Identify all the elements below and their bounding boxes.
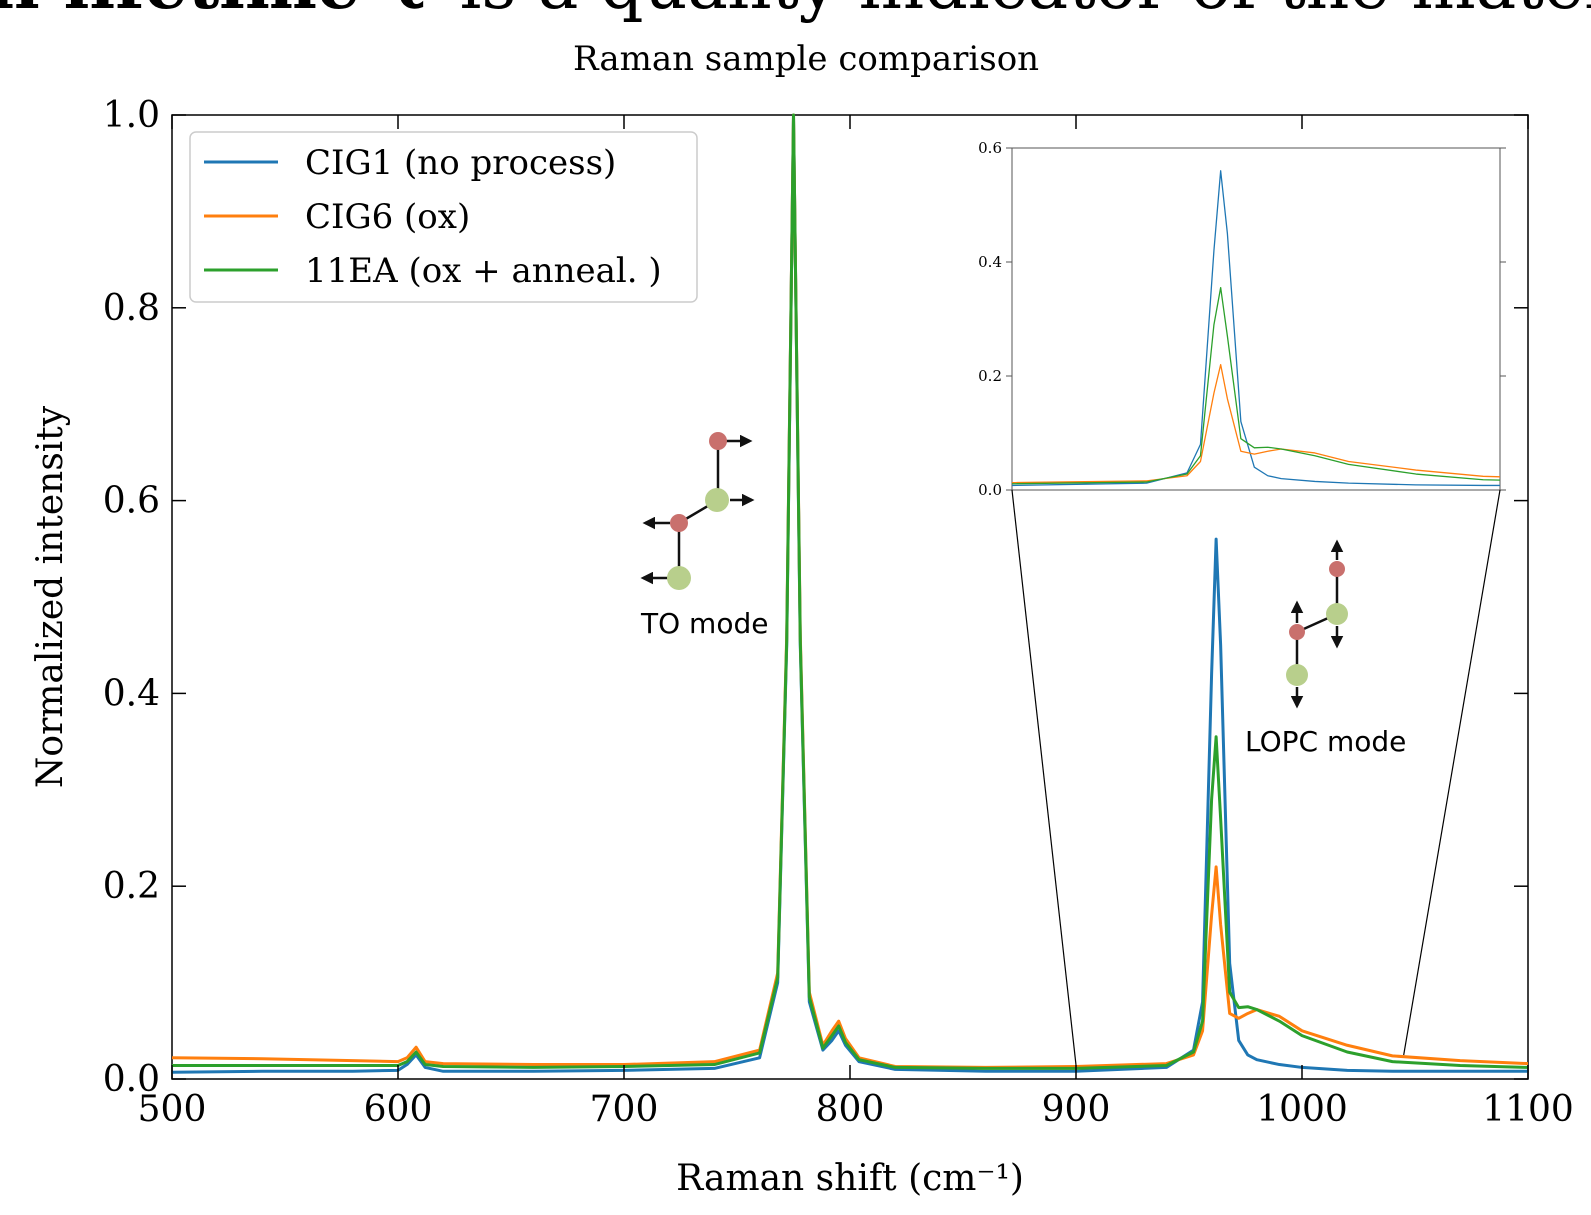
series-line — [1012, 170, 1500, 487]
y-tick-label: 0.8 — [103, 288, 160, 329]
inset-y-tick-label: 0.4 — [978, 253, 1002, 271]
inset-frame — [1011, 147, 1501, 491]
x-tick-label: 1100 — [1482, 1089, 1574, 1130]
x-axis-label: Raman shift (cm⁻¹) — [676, 1158, 1024, 1199]
inset-lines — [1012, 170, 1500, 487]
x-tick-label: 700 — [590, 1089, 659, 1130]
annotation: LOPC mode — [1245, 725, 1406, 758]
x-tick-label: 500 — [138, 1089, 207, 1130]
series-line — [172, 113, 1528, 1074]
inset-y-tick-label: 0.0 — [978, 481, 1002, 499]
heading: al lifetime τis a quality indicator of t… — [0, 0, 1591, 25]
x-tick-label: 900 — [1042, 1089, 1111, 1130]
inset-y-tick-label: 0.6 — [978, 139, 1002, 157]
to-mode-icon — [640, 432, 755, 590]
legend-label: CIG6 (ox) — [305, 197, 470, 237]
main-lines — [172, 113, 1528, 1074]
legend-box — [189, 131, 698, 303]
series-line — [172, 113, 1528, 1070]
y-tick-label: 0.0 — [103, 1059, 160, 1100]
y-axis-label: Normalized intensity — [30, 405, 71, 788]
inset-connector — [1403, 489, 1501, 1056]
x-tick-label: 800 — [816, 1089, 885, 1130]
series-line — [1012, 363, 1500, 484]
legend-label: 11EA (ox + anneal. ) — [305, 251, 662, 291]
series-line — [1012, 287, 1500, 485]
y-tick-label: 0.2 — [103, 866, 160, 907]
lopc-mode-icon — [1286, 539, 1348, 709]
chart-title: Raman sample comparison — [573, 39, 1039, 79]
legend-label: CIG1 (no process) — [305, 143, 616, 183]
y-tick-label: 1.0 — [103, 95, 160, 136]
y-tick-label: 0.4 — [103, 673, 160, 714]
x-tick-label: 600 — [364, 1089, 433, 1130]
y-tick-label: 0.6 — [103, 481, 160, 522]
inset-y-tick-label: 0.2 — [978, 367, 1002, 385]
annotation: TO mode — [640, 607, 768, 640]
inset-connector — [1011, 489, 1077, 1066]
x-tick-label: 1000 — [1256, 1089, 1348, 1130]
